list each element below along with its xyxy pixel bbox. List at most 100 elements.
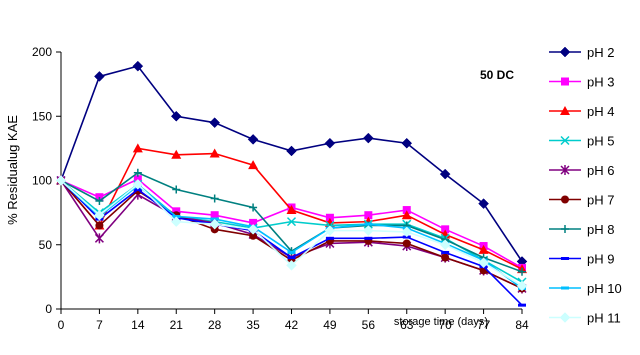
legend-marker-7 [561,225,569,233]
x-tick-label-21: 21 [170,318,184,332]
data-point-8-49 [325,236,334,240]
data-point-7-84 [518,267,526,276]
data-point-1-42 [286,145,297,157]
x-tick-label-0: 0 [58,318,65,332]
legend-entry-10: pH 11 [549,311,621,326]
data-point-4-42 [286,217,297,227]
x-tick-label-35: 35 [246,318,260,332]
legend-label-4: pH 5 [587,134,614,149]
data-point-7-14 [133,168,142,177]
data-point-1-63 [401,137,413,149]
data-point-7-21 [172,185,181,194]
y-tick-label-200: 200 [32,45,52,59]
legend-label-1: pH 2 [587,45,614,60]
legend-label-9: pH 10 [587,281,622,296]
legend-label-6: pH 7 [587,193,614,208]
data-point-3-28 [209,148,220,158]
data-point-3-21 [171,149,182,159]
y-tick-label-50: 50 [39,238,53,252]
y-tick-label-0: 0 [45,302,52,316]
y-tick-label-100: 100 [32,174,52,188]
data-point-8-56 [364,236,373,240]
x-tick-label-28: 28 [208,318,222,332]
data-point-6-63 [402,239,411,248]
data-point-10-77 [478,257,489,269]
data-point-2-35 [249,218,258,227]
data-point-2-63 [402,206,411,215]
data-point-6-70 [441,253,450,262]
data-point-10-56 [362,225,374,236]
data-point-1-35 [247,134,259,145]
data-point-7-28 [210,194,219,203]
data-point-1-56 [362,132,374,144]
series-1 [55,60,528,267]
x-tick-label-56: 56 [362,318,376,332]
data-point-10-14 [132,179,144,190]
data-point-3-14 [132,143,143,153]
legend-entry-2: pH 3 [549,75,614,90]
legend-entry-9: pH 10 [549,281,622,296]
x-tick-label-42: 42 [285,318,299,332]
legend-entry-4: pH 5 [549,134,614,149]
data-point-7-7 [95,197,104,206]
legend-label-7: pH 8 [587,222,614,237]
data-point-10-28 [209,218,221,230]
series-10 [55,175,528,292]
data-point-9-42 [287,250,296,254]
data-point-3-35 [248,160,259,170]
data-point-1-7 [94,71,105,82]
data-point-1-28 [209,117,221,129]
data-point-10-42 [286,259,297,271]
x-tick-label-77: 77 [477,318,491,332]
data-point-2-28 [210,211,219,220]
legend-marker-5 [560,165,570,175]
series-line-6 [60,179,523,290]
series-layer [55,60,528,307]
data-point-3-42 [286,205,297,215]
legend-marker-1 [559,46,571,58]
legend-entry-8: pH 9 [549,252,614,267]
legend-entry-7: pH 8 [549,222,614,237]
data-point-1-77 [478,198,489,209]
data-point-10-63 [401,226,413,238]
data-point-1-21 [170,110,182,122]
x-axis-label: storage time (days) [394,316,488,328]
data-point-10-49 [324,225,336,236]
data-point-8-84 [518,303,526,307]
data-point-10-7 [94,209,105,221]
x-tick-label-7: 7 [96,318,103,332]
legend-label-8: pH 9 [587,252,614,267]
legend-marker-2 [561,77,569,86]
data-point-9-56 [364,222,373,226]
y-axis-label: % Residualug KAE [5,115,20,225]
data-point-3-77 [478,244,489,254]
data-point-1-14 [132,60,144,72]
data-point-10-84 [516,280,528,292]
data-point-6-35 [249,231,258,240]
chart-annotation: 50 DC [480,68,514,82]
data-point-7-35 [249,203,258,212]
legend-marker-4 [560,135,570,146]
legend-marker-8 [561,257,569,260]
x-tick-label-70: 70 [438,318,452,332]
data-point-2-70 [441,225,450,234]
data-point-2-49 [325,213,334,222]
legend: pH 2 pH 3 pH 4 pH 5 pH 6 pH 7 pH 8 pH 9 pH 10 pH … [549,45,622,326]
legend-entry-1: pH 2 [549,45,614,60]
legend-label-2: pH 3 [587,75,614,90]
axes: 0 50 100 150 200 0 7 14 21 28 35 42 49 56 63 70 77 84 [32,45,529,332]
legend-marker-10 [559,312,571,323]
legend-label-10: pH 11 [587,311,621,326]
data-point-10-70 [439,239,451,251]
x-tick-label-49: 49 [323,318,337,332]
legend-marker-6 [561,195,569,204]
data-point-8-70 [441,250,450,254]
data-point-6-7 [95,221,104,230]
data-point-10-21 [170,216,182,227]
series-8 [57,179,526,307]
legend-label-5: pH 6 [587,163,614,178]
data-point-2-56 [364,211,373,220]
x-tick-label-14: 14 [131,318,145,332]
data-point-5-7 [94,233,104,244]
